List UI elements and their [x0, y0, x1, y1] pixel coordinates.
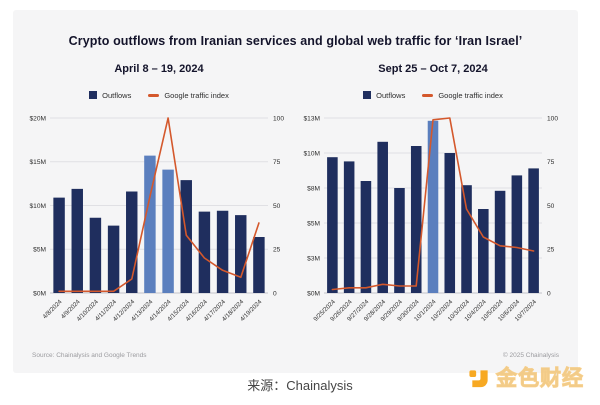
svg-text:50: 50 — [547, 203, 555, 210]
october-legend: Outflows Google traffic index — [297, 89, 569, 101]
svg-text:$0M: $0M — [33, 290, 46, 297]
traffic-line-swatch-icon — [422, 93, 434, 97]
svg-text:25: 25 — [273, 247, 281, 254]
svg-text:0: 0 — [547, 290, 551, 297]
copyright-note: © 2025 Chainalysis — [502, 352, 559, 359]
svg-text:0: 0 — [273, 290, 277, 297]
traffic-legend-label: Google traffic index — [164, 90, 229, 100]
svg-text:$15M: $15M — [30, 159, 47, 166]
svg-text:$10M: $10M — [30, 203, 47, 210]
april-subtitle: April 8 – 19, 2024 — [114, 63, 204, 75]
october-subtitle: Sept 25 – Oct 7, 2024 — [378, 63, 488, 75]
svg-text:75: 75 — [273, 159, 281, 166]
traffic-legend-label: Google traffic index — [438, 90, 503, 100]
svg-text:$8M: $8M — [307, 185, 320, 192]
outflows-legend-label: Outflows — [102, 90, 132, 100]
golden-finance-icon — [469, 369, 488, 387]
svg-text:25: 25 — [547, 247, 555, 254]
chart-card: Crypto outflows from Iranian services an… — [13, 10, 578, 373]
svg-text:50: 50 — [273, 203, 281, 210]
outflows-legend-label: Outflows — [376, 90, 406, 100]
svg-text:$20M: $20M — [30, 115, 47, 122]
svg-text:$5M: $5M — [33, 247, 46, 254]
chart-panel-october: Sept 25 – Oct 7, 2024 Outflows Google tr… — [297, 62, 569, 338]
source-note: Source: Chainalysis and Google Trends — [32, 352, 147, 359]
svg-text:$0M: $0M — [307, 290, 320, 297]
golden-finance-logo: 金色财经 — [468, 362, 584, 392]
april-legend: Outflows Google traffic index — [23, 89, 295, 101]
outflows-swatch-icon — [89, 91, 98, 99]
traffic-line-swatch-icon — [148, 93, 160, 97]
svg-text:100: 100 — [273, 115, 284, 122]
chart-panel-april: April 8 – 19, 2024 Outflows Google traff… — [23, 62, 295, 338]
svg-text:100: 100 — [547, 115, 558, 122]
svg-text:$10M: $10M — [304, 150, 321, 157]
svg-text:$13M: $13M — [304, 115, 321, 122]
svg-text:$3M: $3M — [307, 255, 320, 262]
footer-source: 来源：Chainalysis — [247, 378, 353, 393]
svg-text:$5M: $5M — [307, 220, 320, 227]
october-outflows-chart: $0M$3M$5M$8M$10M$13M02550751009/25/20249… — [304, 115, 559, 323]
golden-finance-wordmark: 金色财经 — [496, 367, 584, 391]
outflows-swatch-icon — [363, 91, 372, 99]
svg-text:75: 75 — [547, 159, 555, 166]
april-outflows-chart: $0M$5M$10M$15M$20M02550751004/8/20244/9/… — [30, 115, 285, 323]
chart-title: Crypto outflows from Iranian services an… — [68, 34, 523, 48]
